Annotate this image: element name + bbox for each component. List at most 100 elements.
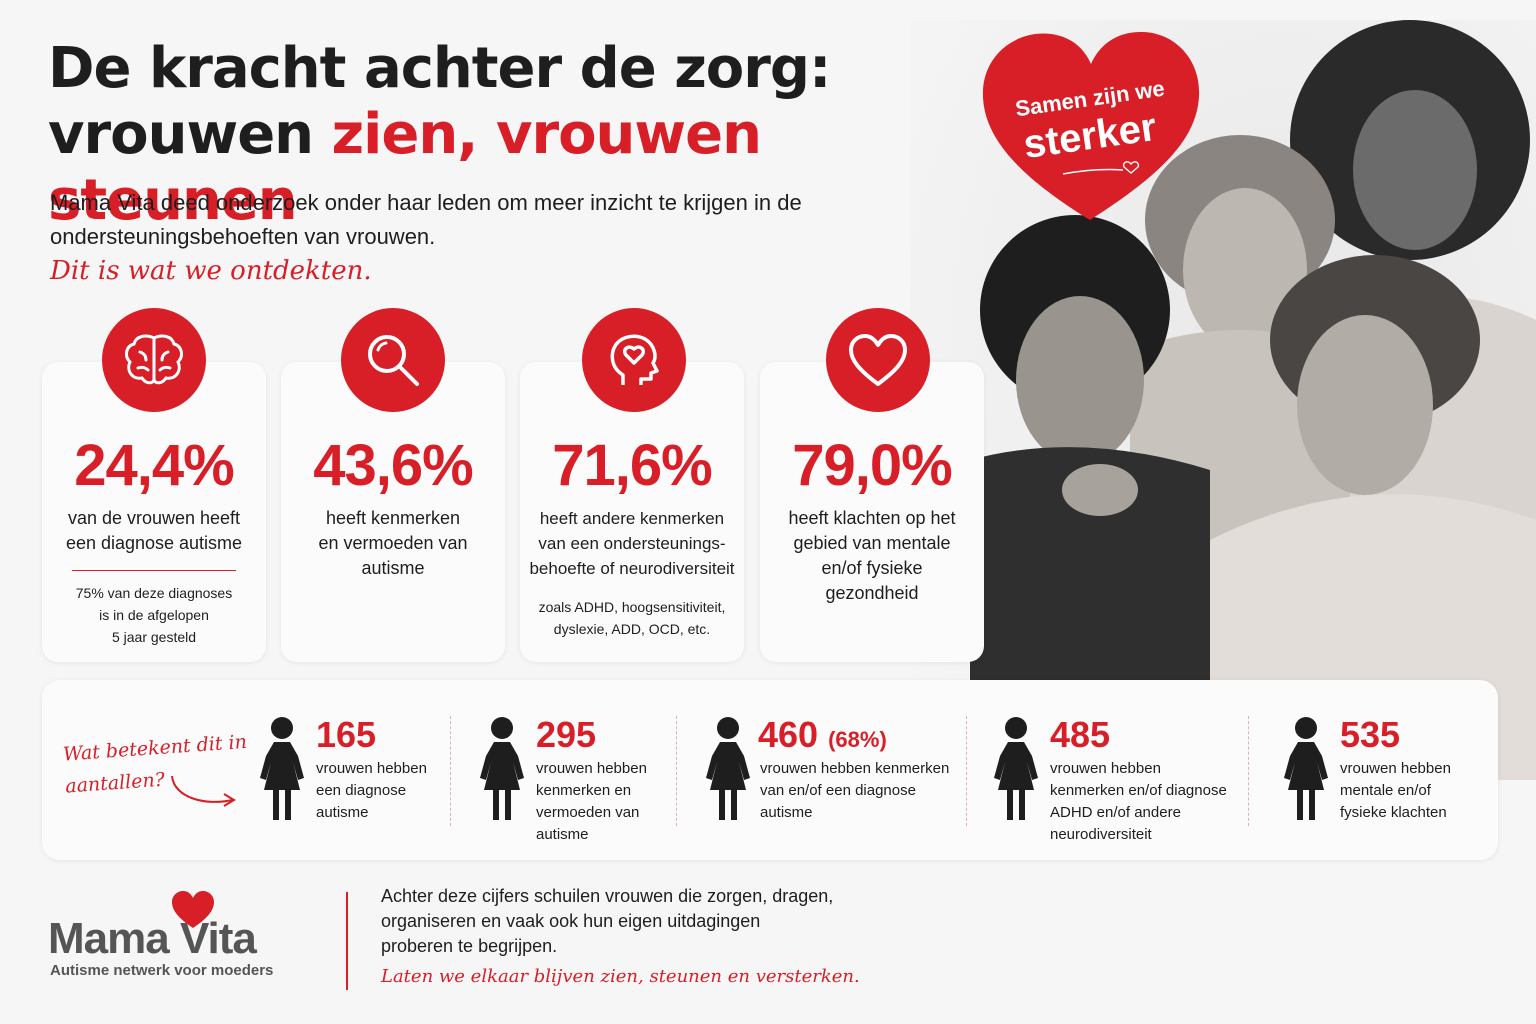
count-line: vrouwen hebben [316,760,427,777]
count-line: vrouwen hebben [1340,760,1451,777]
stat-note-line: zoals ADHD, hoogsensitiviteit, [538,599,726,615]
stat-card-autism-diagnosis: 24,4% van de vrouwen heeft een diagnose … [42,362,266,662]
heart-icon [826,308,930,412]
stat-description: heeft kenmerken en vermoeden van autisme [281,506,505,581]
intro-text: Mama Vita deed onderzoek onder haar lede… [50,190,802,249]
stat-note-line: 75% van deze diagnoses [75,585,233,601]
count-line: kenmerken en/of diagnose [1050,782,1227,799]
footer-line: Achter deze cijfers schuilen vrouwen die… [381,886,834,906]
count-description: vrouwen hebben een diagnose autisme [316,758,427,824]
counts-panel: Wat betekent dit in aantallen? 165 vrouw… [42,680,1498,860]
arrow-icon [171,775,236,807]
count-line: fysieke klachten [1340,804,1447,821]
divider [450,716,451,826]
stat-description: heeft andere kenmerken van een ondersteu… [520,506,744,581]
count-item: 295 vrouwen hebben kenmerken en vermoede… [478,680,678,860]
stat-desc-line: gebied van mentale [793,533,951,553]
stat-value: 43,6% [313,433,473,498]
stat-desc-line: heeft andere kenmerken [539,509,725,528]
search-icon [341,308,445,412]
stat-desc-line: heeft kenmerken [325,508,461,528]
page-title: De kracht achter de zorg: vrouwen zien, … [48,36,988,234]
title-line-1: De kracht achter de zorg: [48,36,831,101]
head-heart-icon [582,308,686,412]
logo-name: Mama Vita [48,914,257,963]
count-line: autisme [536,826,589,843]
count-value: 295 [536,714,597,755]
brain-icon [102,308,206,412]
count-line: kenmerken en [536,782,632,799]
stat-desc-line: autisme [361,558,425,578]
divider [72,570,236,571]
count-description: vrouwen hebben kenmerken en vermoeden va… [536,758,647,846]
stat-desc-line: gezondheid [825,583,919,603]
stat-desc-line: van de vrouwen heeft [67,508,241,528]
stat-desc-line: heeft klachten op het [788,508,956,528]
stat-desc-line: van een ondersteunings- [538,534,726,553]
stat-value: 71,6% [552,433,712,498]
mama-vita-logo: Mama Vita Autisme netwerk voor moeders [48,890,318,990]
divider [966,716,967,826]
stat-card-neurodiversity: 71,6% heeft andere kenmerken van een ond… [520,362,744,662]
stat-note: zoals ADHD, hoogsensitiviteit, dyslexie,… [520,596,744,640]
count-line: mentale en/of [1340,782,1431,799]
count-item: 485 vrouwen hebben kenmerken en/of diagn… [992,680,1242,860]
count-value: 460 (68%) [758,714,887,756]
intro-tagline: Dit is wat we ontdekten. [50,256,372,286]
woman-icon [1284,717,1328,820]
title-line-2: vrouwen zien, vrouwen steunen [48,102,988,234]
divider [676,716,677,826]
count-value: 165 [316,714,377,755]
footer-line: organiseren en vaak ook hun eigen uitdag… [381,911,761,931]
footer-divider [346,892,348,990]
count-item: 460 (68%) vrouwen hebben kenmerken van e… [704,680,966,860]
count-value: 535 [1340,714,1401,755]
woman-icon [706,717,750,820]
count-item: 535 vrouwen hebben mentale en/of fysieke… [1282,680,1482,860]
count-line: autisme [760,804,813,821]
count-line: een diagnose [316,782,407,799]
count-number: 460 [758,714,819,755]
count-description: vrouwen hebben kenmerken van en/of een d… [760,758,949,824]
logo-heart-icon [172,891,214,928]
woman-icon [994,717,1038,820]
count-line: vrouwen hebben [536,760,647,777]
logo-subtitle: Autisme netwerk voor moeders [50,962,274,979]
heart-badge: Samen zijn we sterker [975,24,1205,224]
woman-icon [480,717,524,820]
stat-card-autism-traits: 43,6% heeft kenmerken en vermoeden van a… [281,362,505,662]
stat-desc-line: een diagnose autisme [65,533,243,553]
count-line: vrouwen hebben kenmerken [760,760,950,777]
stat-value: 24,4% [74,433,234,498]
title-black-part: vrouwen [48,102,332,167]
stat-value: 79,0% [792,433,952,498]
stat-description: van de vrouwen heeft een diagnose autism… [42,506,266,556]
count-line: van en/of een diagnose [760,782,916,799]
count-description: vrouwen hebben kenmerken en/of diagnose … [1050,758,1227,846]
count-line: autisme [316,804,369,821]
woman-icon [260,717,304,820]
count-value: 485 [1050,714,1111,755]
count-line: vrouwen hebben [1050,760,1161,777]
stat-desc-line: en/of fysieke [821,558,923,578]
stat-note-line: is in de afgelopen [99,607,209,623]
stat-card-health-complaints: 79,0% heeft klachten op het gebied van m… [760,362,984,662]
stat-desc-line: en vermoeden van [318,533,468,553]
badge-heart-shape [982,32,1200,220]
divider [1248,716,1249,826]
count-line: neurodiversiteit [1050,826,1152,843]
title-red-part: zien, vrouwen steunen [48,102,762,233]
footer-text: Achter deze cijfers schuilen vrouwen die… [381,884,901,959]
count-description: vrouwen hebben mentale en/of fysieke kla… [1340,758,1451,824]
footer-tagline: Laten we elkaar blijven zien, steunen en… [381,966,860,987]
count-item: 165 vrouwen hebben een diagnose autisme [258,680,448,860]
count-percentage: (68%) [828,727,887,752]
count-line: ADHD en/of andere [1050,804,1181,821]
stat-note-line: dyslexie, ADD, OCD, etc. [553,621,711,637]
count-line: vermoeden van [536,804,640,821]
footer-line: proberen te begrijpen. [381,936,558,956]
stat-description: heeft klachten op het gebied van mentale… [760,506,984,606]
stat-note: 75% van deze diagnoses is in de afgelope… [42,582,266,648]
stat-note-line: 5 jaar gesteld [111,629,197,645]
women-photo [910,20,1536,780]
